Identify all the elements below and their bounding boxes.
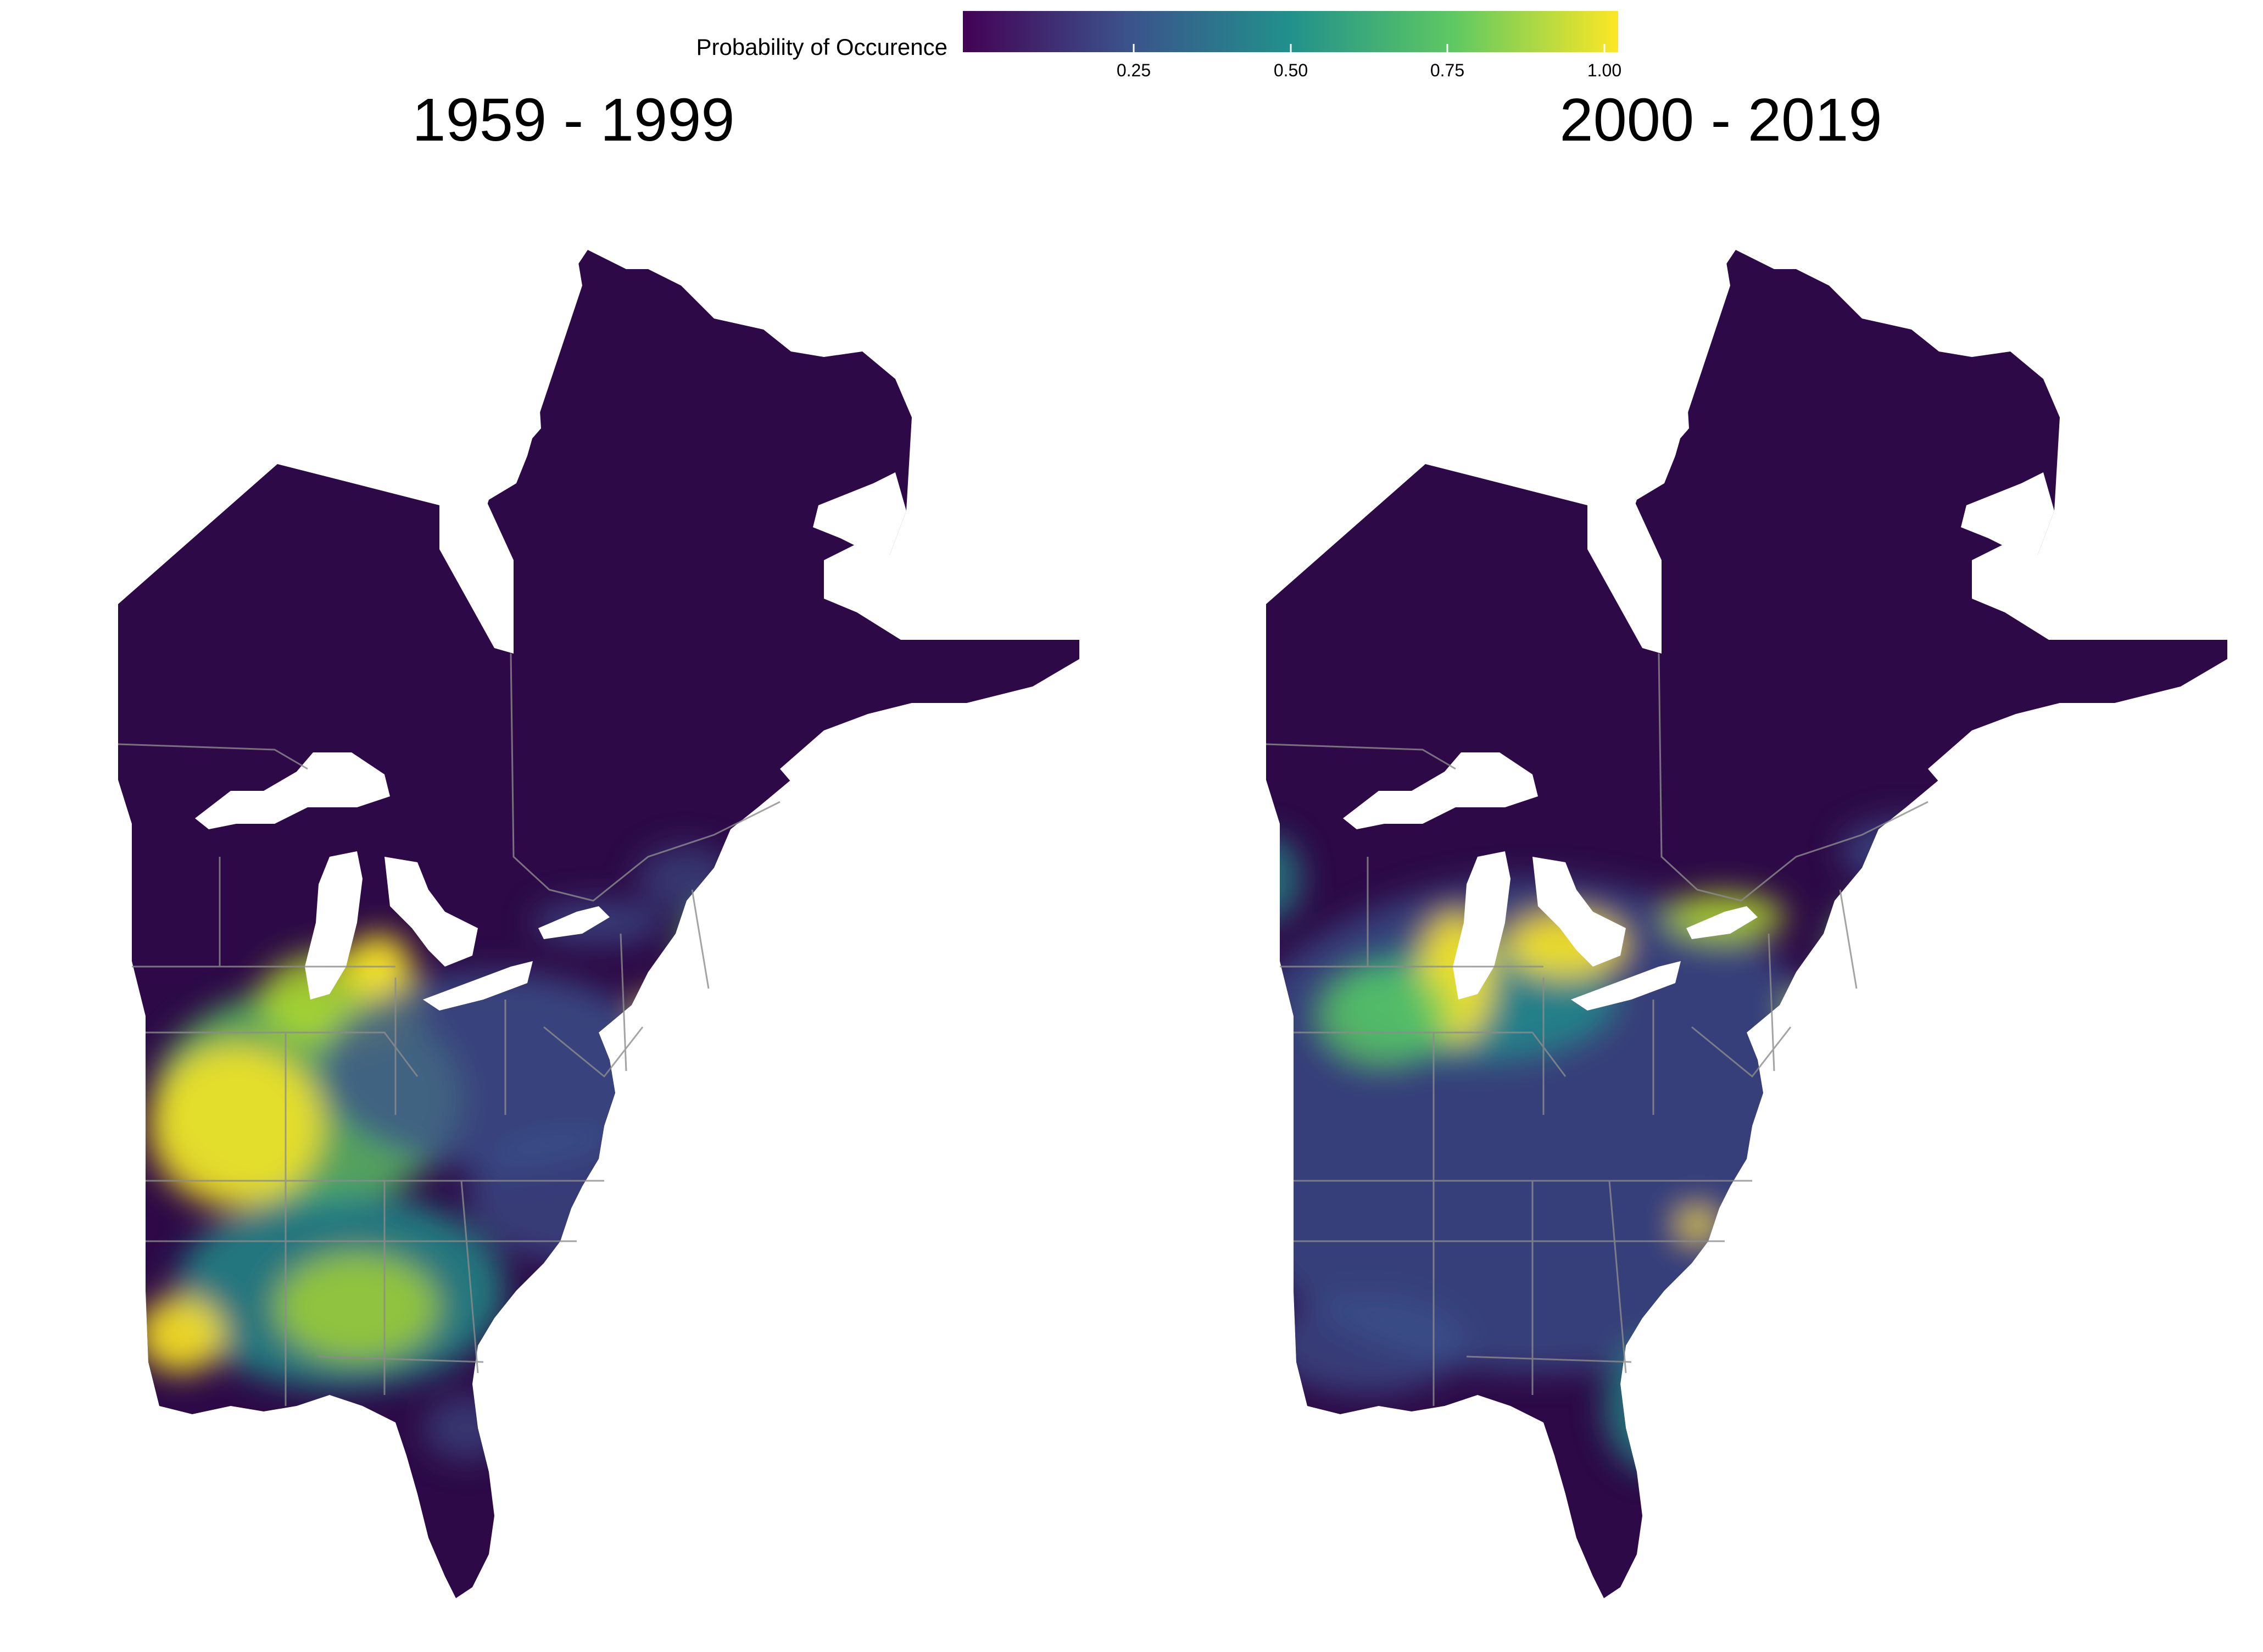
- map-panel-2000-2019: [1266, 225, 2227, 1598]
- legend-color-bar: [963, 11, 1618, 52]
- legend-title: Probability of Occurence: [696, 34, 947, 60]
- panel-title-left: 1959 - 1999: [412, 86, 735, 154]
- map-panel-1959-1999: [118, 225, 1079, 1598]
- legend-tick-100: 1.00: [1587, 60, 1622, 80]
- legend-tick-025: 0.25: [1116, 60, 1151, 80]
- panel-title-right: 2000 - 2019: [1559, 86, 1882, 154]
- legend-tick-050: 0.50: [1273, 60, 1308, 80]
- color-legend: Probability of Occurence 0.25 0.50 0.75 …: [0, 0, 2263, 99]
- legend-tick-075: 0.75: [1430, 60, 1465, 80]
